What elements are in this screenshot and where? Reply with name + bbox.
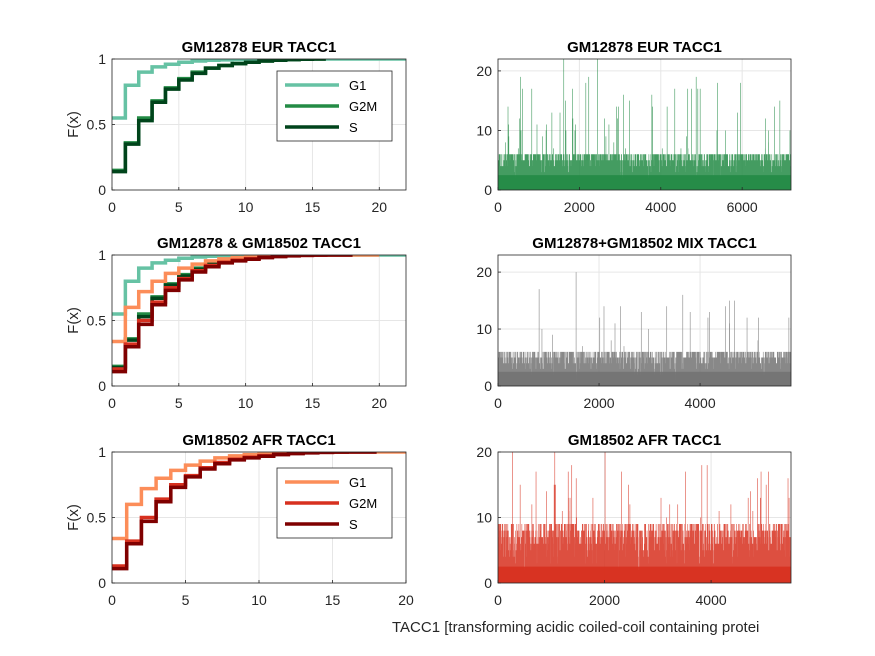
x-tick-label-0: 0 [108,199,116,215]
x-tick-label-2: 10 [251,592,267,608]
y-axis-label: F(x) [65,504,82,531]
legend-label-2: S [349,120,358,135]
panel-bar_afr: 0 2000 4000 0 10 20 GM18502 AFR TACC1 [476,432,792,608]
panel-cdf_mix: 0 5 10 15 20 0 0.5 1 GM12878 & GM18502 TACC1 F(x) [65,235,407,411]
x-tick-label-3: 6000 [727,199,758,215]
x-tick-label-2: 4000 [696,592,727,608]
x-tick-label-1: 5 [182,592,190,608]
y-tick-label-1: 0.5 [87,510,107,526]
y-tick-label-2: 1 [98,51,106,67]
y-tick-label-2: 1 [98,444,106,460]
bars [498,272,791,386]
x-tick-label-1: 5 [175,395,183,411]
x-tick-label-2: 10 [238,395,254,411]
marks [498,272,791,386]
y-tick-label-0: 0 [484,378,492,394]
y-tick-label-1: 10 [476,321,492,337]
x-tick-label-0: 0 [108,592,116,608]
x-tick-label-2: 4000 [684,395,715,411]
y-tick-label-1: 10 [476,122,492,138]
y-tick-label-2: 20 [476,444,492,460]
chart-title: GM12878+GM18502 MIX TACC1 [532,235,756,252]
panel-cdf_afr: 0 5 10 15 20 0 0.5 1 GM18502 AFR TACC1 F(x) G1 G2M S [65,432,414,608]
panel-bar_mix: 0 2000 4000 0 10 20 GM12878+GM18502 MIX TACC1 [476,235,792,411]
x-tick-label-3: 15 [305,395,321,411]
legend-label-1: G2M [349,496,377,511]
y-tick-label-1: 0.5 [87,313,107,329]
bars [498,59,791,190]
x-tick-label-2: 10 [238,199,254,215]
y-tick-label-0: 0 [98,575,106,591]
axes-frame [497,254,792,387]
y-tick-label-0: 0 [98,182,106,198]
legend-label-1: G2M [349,99,377,114]
legend-label-2: S [349,517,358,532]
x-tick-label-3: 15 [305,199,321,215]
y-tick-label-2: 20 [476,63,492,79]
x-tick-label-4: 20 [398,592,414,608]
chart-title: GM12878 EUR TACC1 [182,39,337,56]
x-tick-label-0: 0 [494,592,502,608]
panel-cdf_eur: 0 5 10 15 20 0 0.5 1 GM12878 EUR TACC1 F(x) G1 G2M S [65,39,407,215]
x-tick-label-1: 2000 [564,199,595,215]
marks [498,452,791,583]
x-tick-label-1: 5 [175,199,183,215]
y-tick-label-1: 0.5 [87,117,107,133]
x-tick-label-2: 4000 [645,199,676,215]
y-tick-label-0: 0 [484,575,492,591]
legend-label-0: G1 [349,78,366,93]
y-tick-label-0: 0 [98,378,106,394]
x-tick-label-3: 15 [325,592,341,608]
legend: G1 G2M S [276,70,393,142]
y-axis-label: F(x) [65,307,82,334]
y-tick-label-2: 20 [476,264,492,280]
marks [498,59,791,190]
x-tick-label-4: 20 [371,199,387,215]
x-tick-label-1: 2000 [583,395,614,411]
y-tick-label-1: 10 [476,510,492,526]
chart-title: GM18502 AFR TACC1 [568,432,721,449]
axes-frame [497,58,792,191]
x-tick-label-1: 2000 [589,592,620,608]
figure-x-label: TACC1 [transforming acidic coiled-coil c… [392,619,759,636]
y-axis-label: F(x) [65,111,82,138]
y-tick-label-2: 1 [98,247,106,263]
chart-title: GM18502 AFR TACC1 [182,432,335,449]
y-tick-label-0: 0 [484,182,492,198]
series-line-2 [112,59,326,174]
bars [498,452,791,583]
legend-label-0: G1 [349,475,366,490]
x-tick-label-0: 0 [494,395,502,411]
panel-bar_eur: 0 2000 4000 6000 0 10 20 GM12878 EUR TACC1 [476,39,792,215]
chart-title: GM12878 EUR TACC1 [567,39,722,56]
x-tick-label-4: 20 [371,395,387,411]
x-tick-label-0: 0 [494,199,502,215]
x-tick-label-0: 0 [108,395,116,411]
legend: G1 G2M S [276,467,393,539]
chart-title: GM12878 & GM18502 TACC1 [157,235,361,252]
